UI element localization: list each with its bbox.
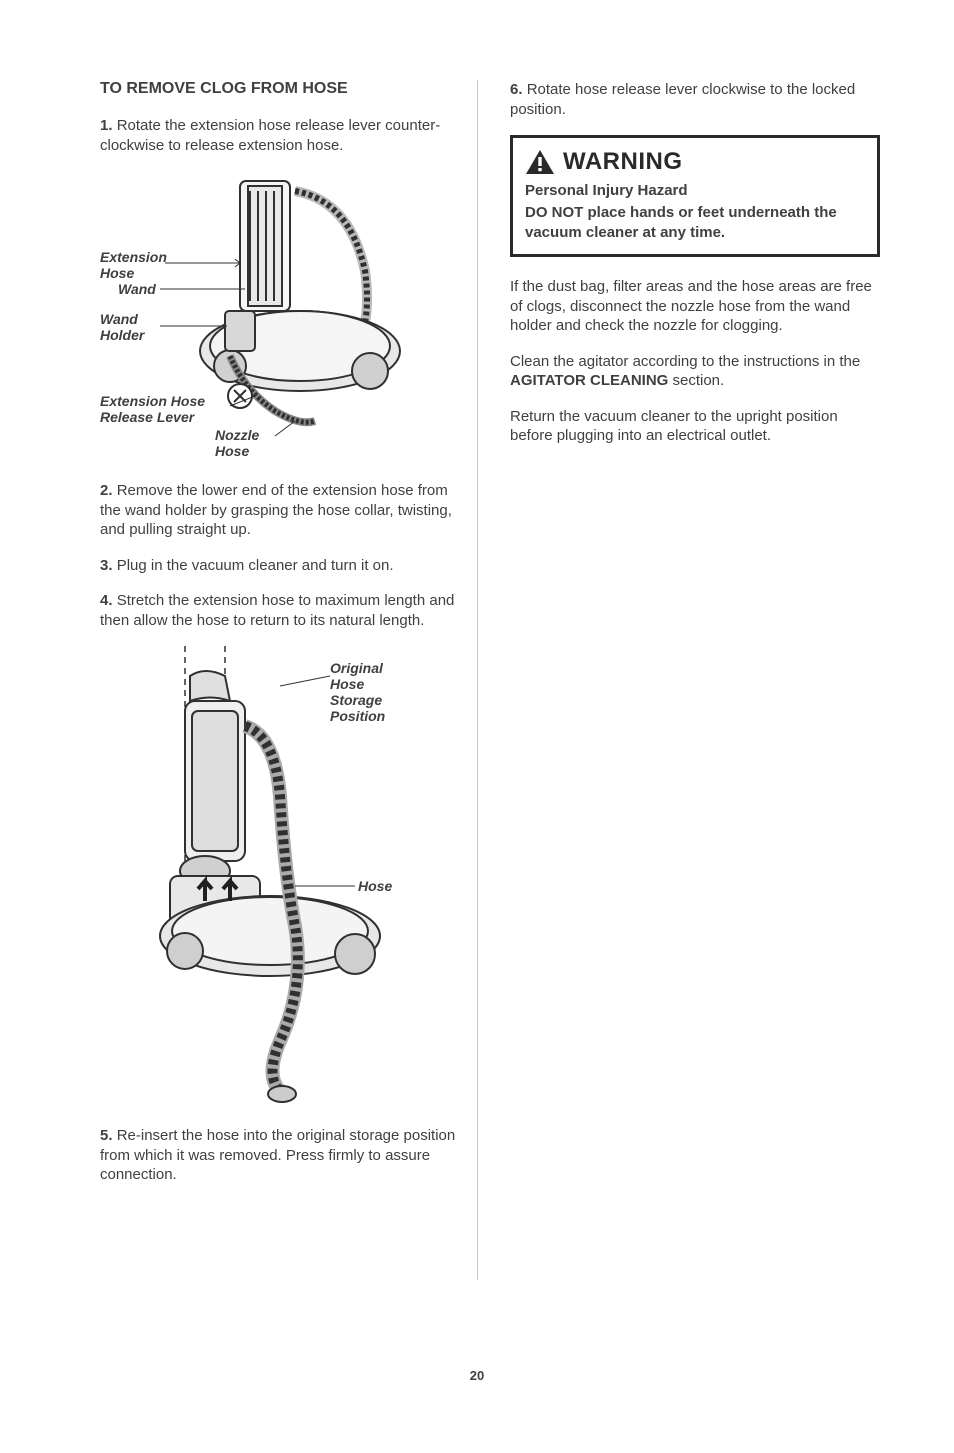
- fig2-label-hose: Hose: [358, 878, 392, 894]
- warning-subtitle: Personal Injury Hazard: [525, 182, 865, 199]
- step-1: 1. Rotate the extension hose release lev…: [100, 116, 470, 155]
- step-5-text: Re-insert the hose into the original sto…: [100, 1127, 455, 1183]
- step-5-number: 5.: [100, 1127, 113, 1144]
- step-2: 2. Remove the lower end of the extension…: [100, 481, 470, 540]
- warning-title-row: WARNING: [525, 148, 865, 176]
- step-4-number: 4.: [100, 592, 113, 609]
- step-2-number: 2.: [100, 482, 113, 499]
- step-3-text: Plug in the vacuum cleaner and turn it o…: [117, 557, 394, 574]
- figure-2-vacuum-side: Original Hose Storage Position Hose: [130, 646, 420, 1106]
- warning-box: WARNING Personal Injury Hazard DO NOT pl…: [510, 135, 880, 257]
- fig1-label-extension-hose: Extension Hose: [100, 249, 167, 281]
- fig1-label-nozzle-hose: Nozzle Hose: [215, 427, 259, 459]
- warning-triangle-icon: [525, 149, 555, 175]
- fig1-label-release-lever: Extension Hose Release Lever: [100, 393, 205, 425]
- right-p2-a: Clean the agitator according to the inst…: [510, 353, 860, 370]
- step-1-number: 1.: [100, 117, 113, 134]
- step-6-text: Rotate hose release lever clockwise to t…: [510, 81, 855, 118]
- warning-body: DO NOT place hands or feet underneath th…: [525, 203, 865, 242]
- step-3: 3. Plug in the vacuum cleaner and turn i…: [100, 556, 470, 576]
- right-p2-bold: AGITATOR CLEANING: [510, 372, 668, 389]
- figure-1-vacuum-top: Extension Hose Wand Wand Holder Extensio…: [100, 171, 430, 461]
- step-4: 4. Stretch the extension hose to maximum…: [100, 591, 470, 630]
- right-paragraph-1: If the dust bag, filter areas and the ho…: [510, 277, 880, 336]
- column-divider: [477, 80, 478, 1280]
- step-4-text: Stretch the extension hose to maximum le…: [100, 592, 454, 629]
- left-column: TO REMOVE CLOG FROM HOSE 1. Rotate the e…: [100, 80, 470, 1201]
- right-column: 6. Rotate hose release lever clockwise t…: [510, 80, 880, 1201]
- fig2-label-original-position: Original Hose Storage Position: [330, 660, 385, 724]
- warning-body-prefix: DO NOT: [525, 204, 583, 221]
- right-paragraph-3: Return the vacuum cleaner to the upright…: [510, 407, 880, 446]
- step-3-number: 3.: [100, 557, 113, 574]
- step-6-number: 6.: [510, 81, 523, 98]
- right-p2-c: section.: [668, 372, 724, 389]
- section-heading: TO REMOVE CLOG FROM HOSE: [100, 80, 470, 98]
- step-1-text: Rotate the extension hose release lever …: [100, 117, 440, 154]
- step-5: 5. Re-insert the hose into the original …: [100, 1126, 470, 1185]
- step-6: 6. Rotate hose release lever clockwise t…: [510, 80, 880, 119]
- warning-title: WARNING: [563, 148, 683, 176]
- step-2-text: Remove the lower end of the extension ho…: [100, 482, 452, 538]
- page-number: 20: [470, 1368, 484, 1383]
- fig1-label-wand: Wand: [118, 281, 156, 297]
- fig1-label-wand-holder: Wand Holder: [100, 311, 144, 343]
- right-paragraph-2: Clean the agitator according to the inst…: [510, 352, 880, 391]
